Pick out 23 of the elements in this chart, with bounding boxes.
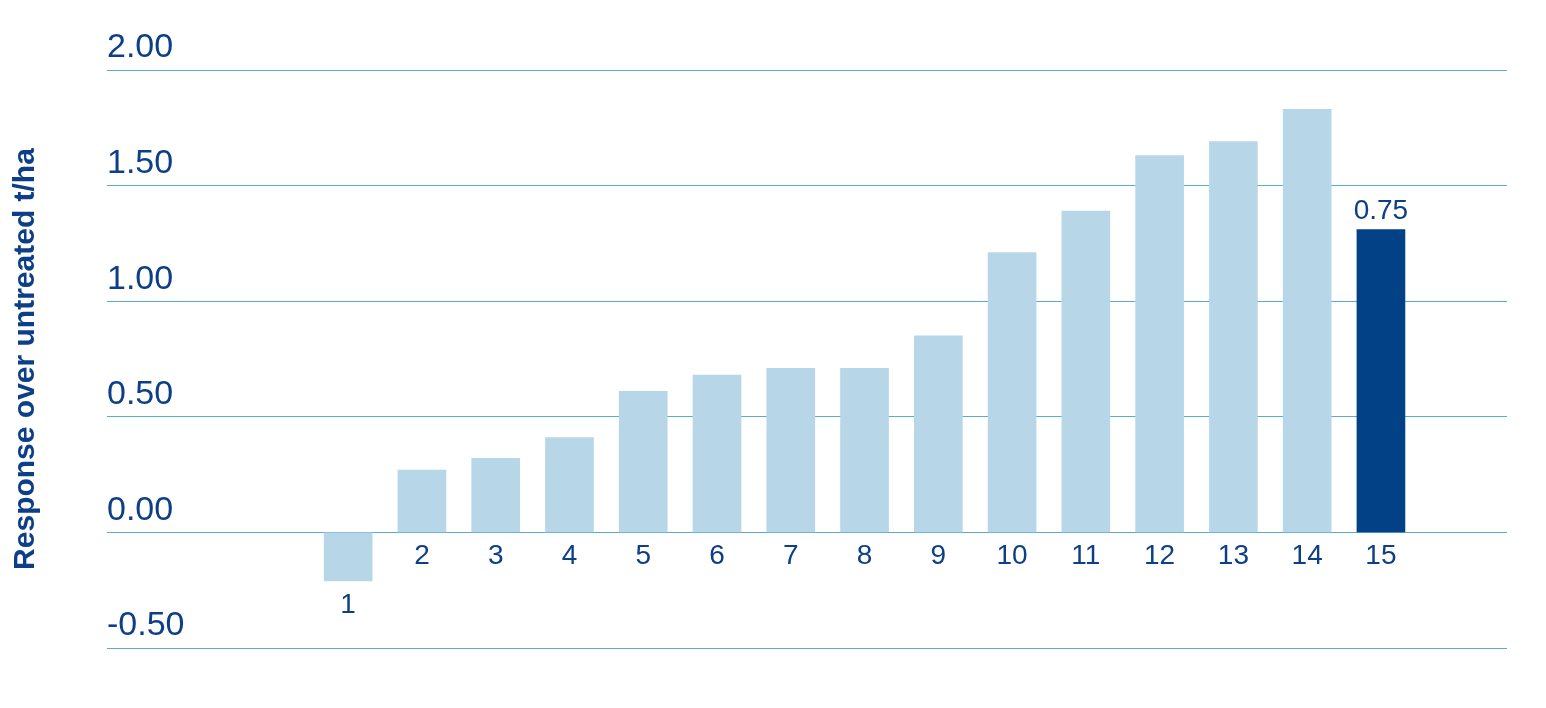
x-tick-label: 7 — [782, 539, 799, 571]
x-tick-label: 9 — [930, 539, 947, 571]
x-tick-label: 3 — [487, 539, 504, 571]
y-axis-title: Response over untreated t/ha — [7, 147, 41, 570]
x-tick-label: 10 — [996, 539, 1028, 571]
x-tick-label: 11 — [1071, 539, 1101, 571]
x-tick-label: 2 — [414, 539, 430, 571]
x-tick-label: 12 — [1144, 539, 1176, 571]
x-tick-label: 8 — [856, 539, 873, 571]
y-tick-label: 0.50 — [107, 373, 174, 412]
y-tick-label: 0.00 — [107, 488, 174, 527]
x-tick-label: 14 — [1291, 539, 1323, 571]
x-tick-label: 15 — [1365, 539, 1397, 571]
x-tick-label: 13 — [1217, 539, 1249, 571]
y-tick-label: -0.50 — [107, 604, 185, 643]
y-tick-label: 1.00 — [107, 257, 174, 296]
x-tick-label: 4 — [561, 539, 578, 571]
y-tick-label: 2.00 — [107, 26, 174, 65]
y-tick-label: 1.50 — [107, 141, 174, 180]
annotation: 0.75 — [1353, 194, 1409, 226]
x-tick-label: 1 — [340, 587, 356, 619]
x-tick-label: 6 — [709, 539, 725, 571]
x-tick-label: 5 — [635, 539, 652, 571]
